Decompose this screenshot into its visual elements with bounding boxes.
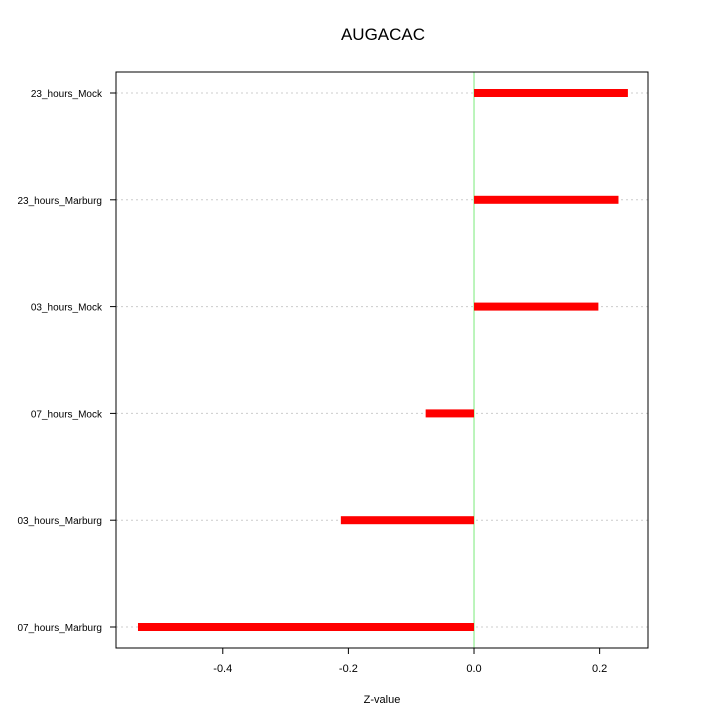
bar xyxy=(474,302,599,311)
x-axis: -0.4 -0.2 0.0 0.2 xyxy=(213,648,607,675)
bars xyxy=(137,89,628,631)
x-tick-label: -0.2 xyxy=(339,663,358,675)
bar xyxy=(340,516,475,525)
y-tick-label: 03_hours_Marburg xyxy=(18,516,103,527)
y-axis: 23_hours_Mock 23_hours_Marburg 03_hours_Mo… xyxy=(18,89,116,634)
x-tick-label: 0.2 xyxy=(592,663,607,675)
grid-lines xyxy=(116,92,648,628)
bar xyxy=(425,409,475,418)
x-tick-label: -0.4 xyxy=(213,663,232,675)
plot-frame xyxy=(115,71,649,649)
y-tick-label: 03_hours_Mock xyxy=(31,303,103,314)
bar xyxy=(137,623,475,631)
x-axis-label: Z-value xyxy=(364,694,401,706)
x-tick-label: 0.0 xyxy=(466,663,481,675)
y-tick-label: 07_hours_Mock xyxy=(31,409,103,420)
y-tick-label: 07_hours_Marburg xyxy=(18,623,103,634)
chart-title: AUGACAC xyxy=(341,25,425,44)
y-tick-label: 23_hours_Mock xyxy=(31,89,103,100)
bar xyxy=(474,89,628,97)
bar xyxy=(474,195,619,204)
y-tick-label: 23_hours_Marburg xyxy=(18,196,103,207)
